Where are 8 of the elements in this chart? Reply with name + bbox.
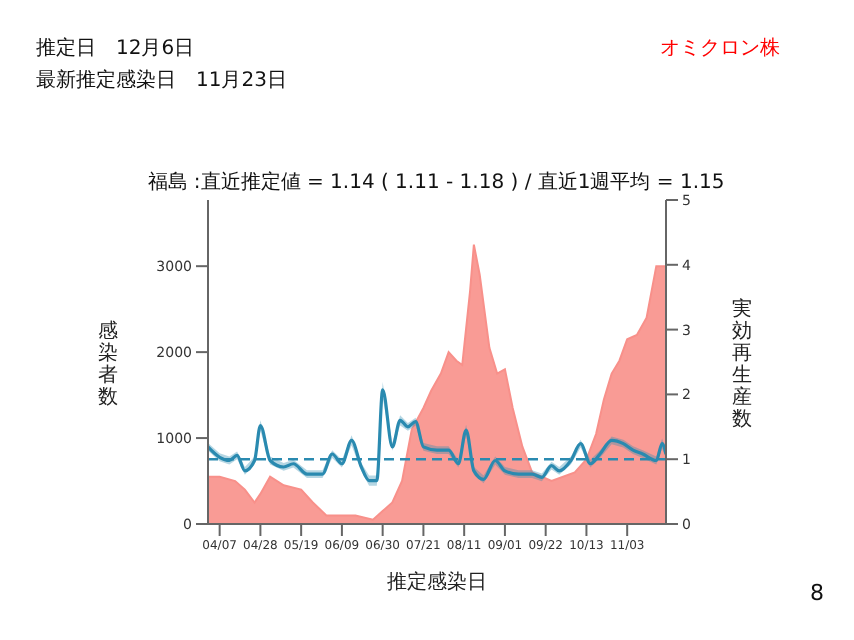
y-axis-title: 感染者数 <box>98 319 118 409</box>
chart-title: 福島 :直近推定値 = 1.14 ( 1.11 - 1.18 ) / 直近1週平均 = 1.15 <box>145 169 727 194</box>
text: 8 <box>810 580 824 606</box>
x-axis-title: 推定感染日 <box>387 570 487 594</box>
text: 最新推定感染日 11月23日 <box>36 67 287 94</box>
y2-axis-title: 実効再生産数 <box>732 297 752 431</box>
text: オミクロン株 <box>660 35 780 62</box>
text: 推定日 12月6日 <box>36 35 195 62</box>
